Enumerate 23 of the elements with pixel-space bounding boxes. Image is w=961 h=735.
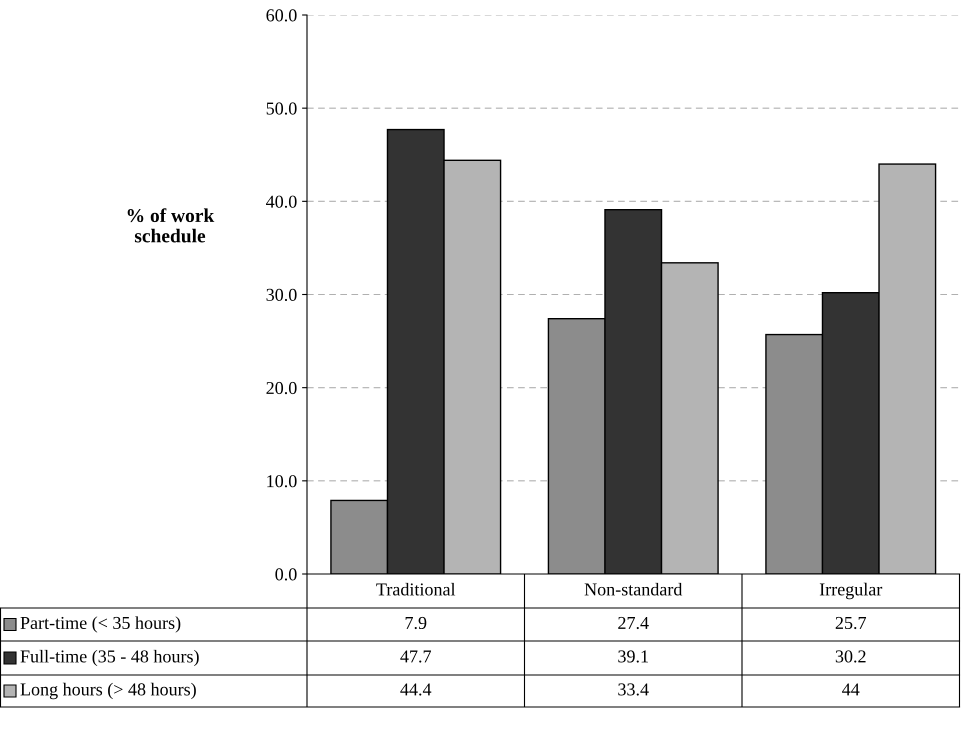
data-label: 25.7 [836,616,866,630]
y-tick-label: 30.0 [266,288,297,302]
y-tick-label: 40.0 [266,196,297,208]
data-label: 33.4 [618,683,649,696]
data-label: 44.4 [400,683,432,696]
y-axis-title: % of work schedule [128,208,214,242]
y-tick-label: 60.0 [266,9,297,22]
y-tick-label: 10.0 [267,475,297,488]
data-label: 39.1 [618,650,648,663]
y-tick-label: 0.0 [275,568,297,581]
legend-label: Long hours (> 48 hours) [20,682,196,700]
data-label: 27.4 [618,616,649,630]
y-tick-label: 20.0 [266,382,297,394]
x-tick-label: Non-standard [584,582,682,596]
legend-label: Part-time (< 35 hours) [20,616,180,633]
data-label: 30.2 [836,650,866,663]
legend-label: Full-time (35 - 48 hours) [20,650,199,666]
data-label: 44 [842,683,860,696]
data-label: 7.9 [406,616,426,630]
x-tick-label: Irregular [820,582,882,600]
x-tick-label: Traditional [376,582,456,596]
y-tick-label: 50.0 [266,102,297,115]
data-label: 47.7 [400,650,432,663]
